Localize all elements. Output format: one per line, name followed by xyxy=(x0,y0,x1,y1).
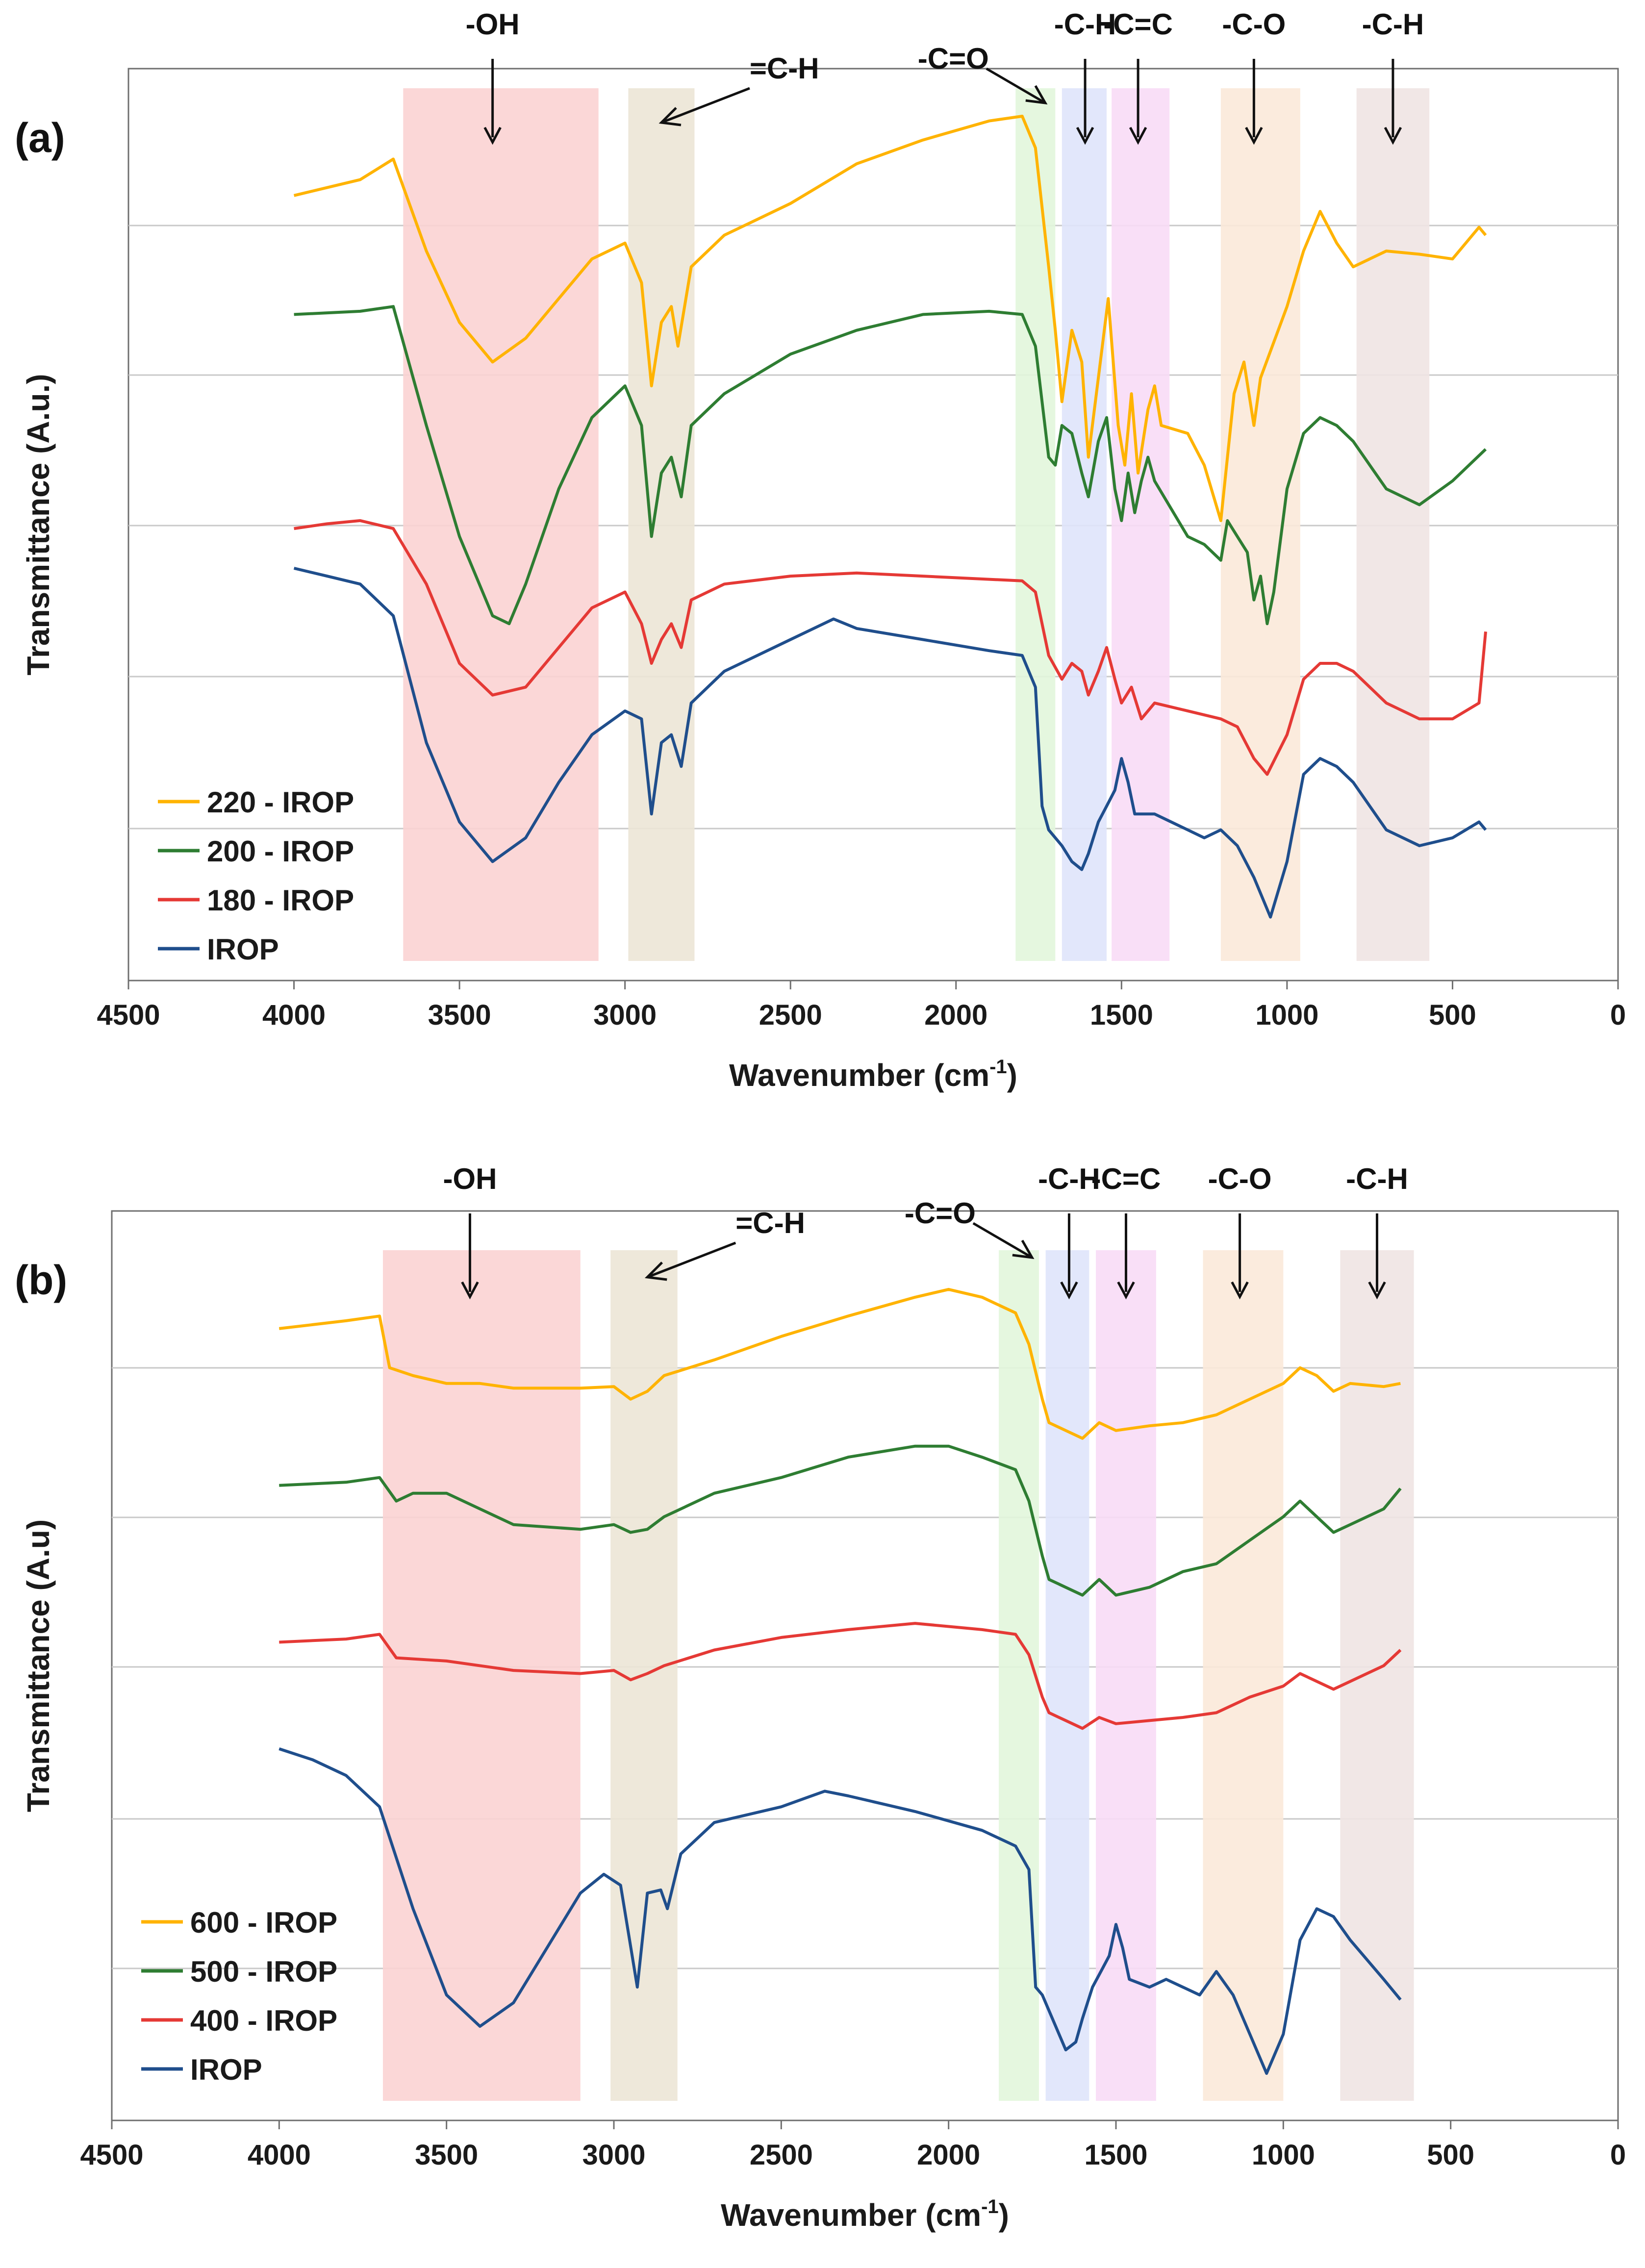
panel-label: (a) xyxy=(15,115,65,161)
x-tick-label: 3000 xyxy=(593,999,657,1031)
band-label: -C-H xyxy=(1362,8,1424,41)
x-tick-label: 4500 xyxy=(97,999,160,1031)
panel-label: (b) xyxy=(15,1257,67,1303)
series-line-200-irop xyxy=(294,305,1487,626)
band-oh xyxy=(403,88,599,961)
arrowhead xyxy=(1368,1281,1386,1300)
x-tick-label: 2000 xyxy=(924,999,987,1031)
band-arrow xyxy=(647,1241,736,1279)
x-tick-label: 2000 xyxy=(917,2139,980,2171)
arrowhead xyxy=(483,126,502,145)
band-ch xyxy=(1340,1250,1414,2101)
arrowhead xyxy=(1076,126,1094,145)
arrowhead xyxy=(1384,126,1402,145)
band-oh xyxy=(382,1250,581,2101)
band-arrow xyxy=(661,87,750,124)
x-tick-label: 3500 xyxy=(415,2139,478,2171)
x-axis-title: Wavenumber (cm-1) xyxy=(729,1056,1017,1093)
x-tick-label: 1500 xyxy=(1090,999,1153,1031)
x-tick-label: 500 xyxy=(1429,999,1476,1031)
arrowhead xyxy=(1025,85,1048,105)
arrowhead xyxy=(1012,1239,1035,1260)
band-ch xyxy=(1045,1250,1089,2101)
band-label: -C=O xyxy=(905,1197,976,1230)
x-axis-title: Wavenumber (cm-1) xyxy=(721,2196,1009,2233)
series-line-irop xyxy=(278,1747,1402,2075)
series-line-600-irop xyxy=(278,1287,1401,1440)
arrowhead xyxy=(1117,1281,1135,1300)
series-line-220-irop xyxy=(293,115,1487,522)
x-tick-label: 3500 xyxy=(428,999,491,1031)
x-tick-label: 500 xyxy=(1427,2139,1474,2171)
legend-label: 400 - IROP xyxy=(190,2004,337,2037)
band-label: -C-O xyxy=(1208,1162,1272,1195)
band-label: -C-H xyxy=(1038,1162,1100,1195)
x-tick-label: 0 xyxy=(1610,999,1626,1031)
band-label: -C=C xyxy=(1091,1162,1161,1195)
series-line-400-irop xyxy=(279,1622,1402,1730)
x-tick-label: 3000 xyxy=(582,2139,645,2171)
arrowhead xyxy=(1129,126,1147,145)
band-label: -C-O xyxy=(1222,8,1286,41)
x-tick-label: 0 xyxy=(1610,2139,1626,2171)
arrowhead xyxy=(658,107,682,126)
x-tick-label: 1000 xyxy=(1252,2139,1315,2171)
legend-label: 600 - IROP xyxy=(190,1906,337,1939)
series-line-500-irop xyxy=(279,1444,1402,1597)
band-ch xyxy=(1356,88,1430,961)
legend-label: 200 - IROP xyxy=(207,835,354,868)
band-label: -C-H xyxy=(1346,1162,1408,1195)
band-co xyxy=(999,1250,1039,2101)
band-arrow xyxy=(986,67,1046,104)
legend-label: IROP xyxy=(190,2053,262,2086)
band-arrow xyxy=(972,1222,1033,1259)
band-co xyxy=(1220,88,1300,961)
arrowhead xyxy=(1231,1281,1249,1300)
series-line-180-irop xyxy=(294,519,1487,776)
band-label: -OH xyxy=(443,1162,497,1195)
band-label: -C=O xyxy=(918,42,989,75)
band-cc xyxy=(1096,1250,1156,2101)
x-tick-label: 2500 xyxy=(759,999,822,1031)
x-tick-label: 4500 xyxy=(80,2139,143,2171)
band-ch xyxy=(1062,88,1107,961)
series-line-irop xyxy=(293,567,1487,919)
legend-label: 500 - IROP xyxy=(190,1955,337,1988)
arrowhead xyxy=(1245,126,1263,145)
legend-label: 220 - IROP xyxy=(207,786,354,819)
band-co xyxy=(1015,88,1056,961)
legend-label: IROP xyxy=(207,933,279,966)
x-tick-label: 1500 xyxy=(1084,2139,1147,2171)
x-tick-label: 2500 xyxy=(750,2139,813,2171)
arrowhead xyxy=(461,1281,479,1300)
x-tick-label: 4000 xyxy=(248,2139,311,2171)
band-label: -OH xyxy=(466,8,520,41)
band-label: =C-H xyxy=(750,52,819,85)
y-axis-title: Transmittance (A.u) xyxy=(21,1519,56,1812)
band-label: -C-H xyxy=(1054,8,1116,41)
band-ch xyxy=(628,88,695,961)
x-tick-label: 1000 xyxy=(1255,999,1318,1031)
band-label: =C-H xyxy=(735,1207,805,1239)
band-cc xyxy=(1112,88,1170,961)
x-tick-label: 4000 xyxy=(262,999,326,1031)
band-co xyxy=(1203,1250,1284,2101)
band-label: -C=C xyxy=(1103,8,1173,41)
arrowhead xyxy=(1060,1281,1078,1300)
legend-label: 180 - IROP xyxy=(207,884,354,917)
arrowhead xyxy=(644,1261,667,1281)
y-axis-title: Transmittance (A.u.) xyxy=(21,374,56,675)
